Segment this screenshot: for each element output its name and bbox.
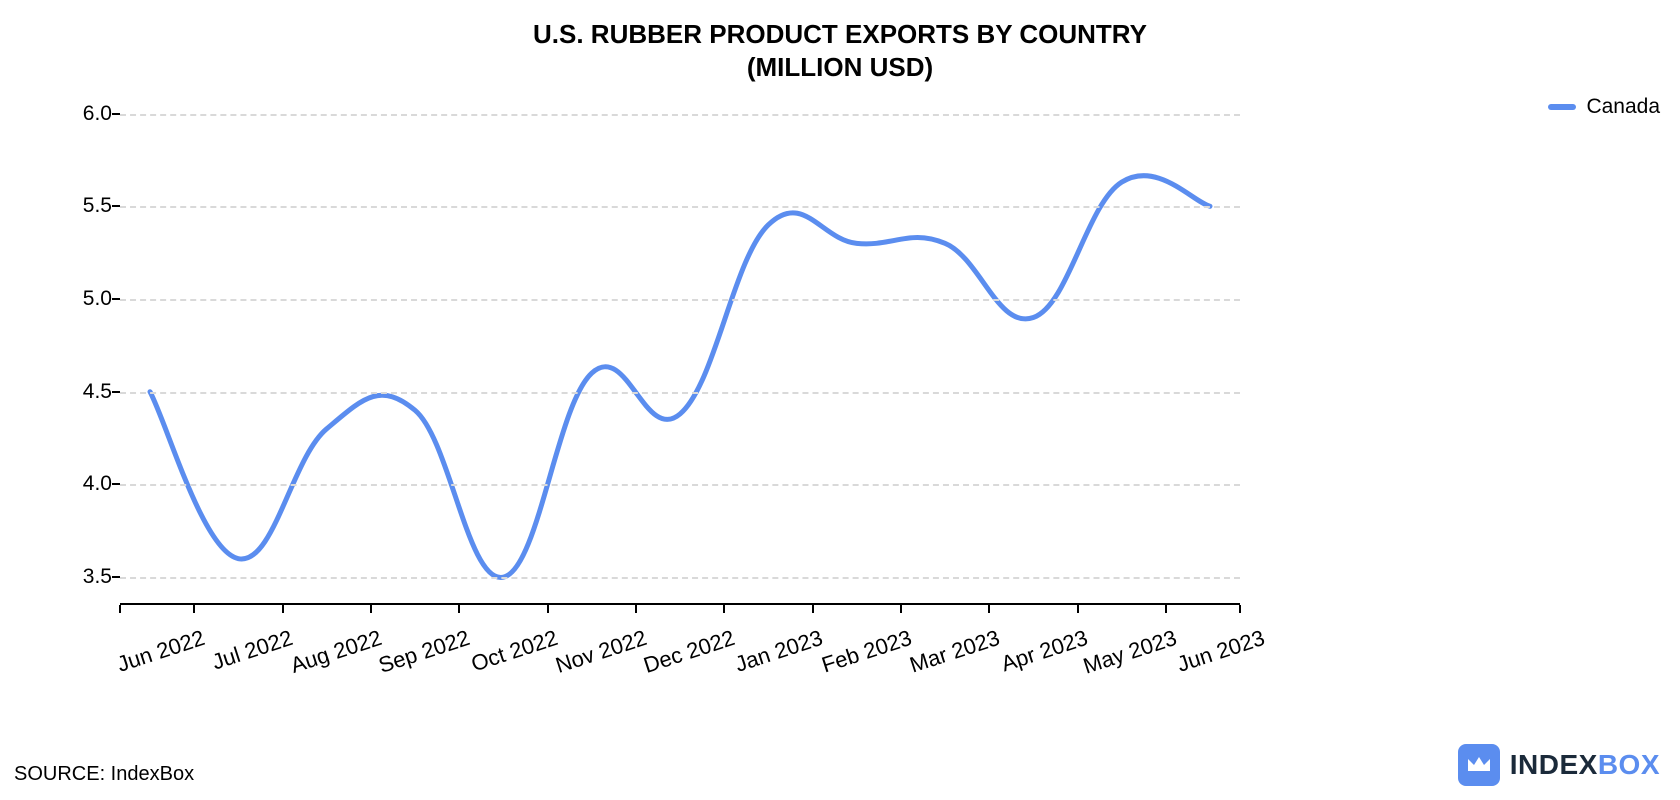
x-tick-label: Feb 2023 [812, 625, 915, 681]
chart-container: 3.54.04.55.05.56.0Jun 2022Jul 2022Aug 20… [50, 95, 1470, 655]
x-tick-label: Jul 2022 [193, 625, 296, 681]
x-tick-mark [635, 605, 637, 613]
brand-logo: INDEXBOX [1458, 744, 1660, 786]
x-tick-label: Jun 2022 [105, 625, 208, 681]
brand-text: INDEXBOX [1510, 749, 1660, 781]
brand-text-dark: INDEX [1510, 749, 1598, 780]
x-tick-mark [370, 605, 372, 613]
x-tick-mark [193, 605, 195, 613]
grid-line [120, 206, 1240, 208]
line-series-svg [120, 95, 1240, 605]
brand-text-accent: BOX [1598, 749, 1660, 780]
x-tick-label: May 2023 [1077, 625, 1180, 681]
x-tick-label: Nov 2022 [547, 625, 650, 681]
chart-title-line1: U.S. RUBBER PRODUCT EXPORTS BY COUNTRY [0, 18, 1680, 51]
x-tick-label: Aug 2022 [282, 625, 385, 681]
y-tick-label: 5.0 [83, 287, 120, 311]
crown-icon [1458, 744, 1500, 786]
x-tick-label: Sep 2022 [370, 625, 473, 681]
series-line-canada [150, 176, 1210, 578]
source-text: SOURCE: IndexBox [14, 763, 194, 786]
x-tick-mark [1239, 605, 1241, 613]
legend-label: Canada [1586, 95, 1660, 119]
x-tick-mark [1165, 605, 1167, 613]
grid-line [120, 577, 1240, 579]
chart-title-line2: (MILLION USD) [0, 51, 1680, 84]
grid-line [120, 484, 1240, 486]
x-tick-mark [547, 605, 549, 613]
plot-area: 3.54.04.55.05.56.0Jun 2022Jul 2022Aug 20… [120, 95, 1240, 605]
grid-line [120, 299, 1240, 301]
y-tick-label: 6.0 [83, 102, 120, 126]
x-tick-mark [900, 605, 902, 613]
x-tick-mark [1077, 605, 1079, 613]
grid-line [120, 114, 1240, 116]
x-tick-label: Jan 2023 [723, 625, 826, 681]
y-tick-label: 5.5 [83, 194, 120, 218]
x-tick-label: Jun 2023 [1165, 625, 1268, 681]
legend: Canada [1548, 95, 1660, 119]
x-tick-label: Dec 2022 [635, 625, 738, 681]
x-tick-mark [988, 605, 990, 613]
x-tick-mark [282, 605, 284, 613]
x-tick-mark [723, 605, 725, 613]
legend-swatch [1548, 104, 1576, 110]
x-tick-label: Mar 2023 [900, 625, 1003, 681]
x-tick-mark [812, 605, 814, 613]
x-tick-mark [458, 605, 460, 613]
y-tick-label: 4.5 [83, 380, 120, 404]
grid-line [120, 392, 1240, 394]
x-tick-mark [119, 605, 121, 613]
x-tick-label: Oct 2022 [458, 625, 561, 681]
x-tick-label: Apr 2023 [988, 625, 1091, 681]
y-tick-label: 3.5 [83, 565, 120, 589]
y-tick-label: 4.0 [83, 472, 120, 496]
